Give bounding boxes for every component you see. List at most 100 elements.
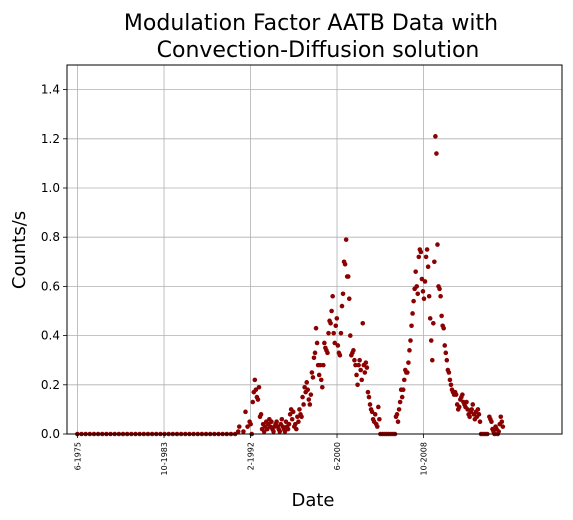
data-point [453,392,459,397]
data-point [407,348,412,353]
data-point [437,286,442,292]
data-point [448,382,454,388]
x-tick-label: 6-2000 [333,442,342,470]
data-point [432,259,437,265]
data-point [413,269,418,274]
y-tick-label: 1.0 [41,181,60,195]
data-point [236,424,242,429]
data-point [418,249,424,255]
data-point [415,291,421,297]
data-point [360,321,366,326]
data-point [424,247,430,252]
data-point [426,293,432,299]
data-point [409,323,414,329]
data-point [443,350,449,356]
data-point [331,330,336,336]
data-point [476,412,482,417]
data-point [364,365,370,370]
data-point [456,404,462,410]
y-tick-label: 0.2 [41,378,60,392]
data-point [287,412,293,417]
data-point [248,421,253,427]
data-point [342,261,348,267]
data-point [354,372,359,378]
y-tick-label: 1.4 [41,83,60,97]
data-point [328,321,333,326]
y-tick-label: 0.6 [41,279,60,293]
data-point [306,397,312,402]
data-point [366,394,372,400]
data-point [397,399,403,405]
data-point [376,404,381,410]
data-point [310,375,316,380]
data-point [465,407,470,412]
y-tick-label: 0.0 [41,427,60,441]
data-point [428,338,434,343]
x-tick-label: 6-1975 [74,442,83,470]
data-points [75,134,506,437]
data-point [416,254,422,260]
data-point [255,397,261,402]
data-point [470,402,476,407]
data-point [245,424,250,429]
data-point [296,419,301,425]
data-point [358,367,363,373]
x-tick-label: 10-2008 [419,442,428,475]
data-point [365,389,371,395]
data-point [316,372,322,378]
data-point [297,407,302,412]
data-point [460,392,465,397]
data-point [301,402,306,407]
data-point [312,350,318,356]
y-axis-ticks: 0.0 0.2 0.4 0.6 0.8 1.0 1.2 1.4 [41,83,67,441]
data-point [434,151,439,156]
data-point [401,377,407,383]
data-point [419,276,425,282]
data-point [355,382,360,388]
data-point [318,377,324,383]
data-point [339,303,345,309]
y-tick-label: 0.4 [41,329,60,343]
data-point [414,284,420,289]
data-point [477,419,483,425]
data-point [302,384,307,390]
data-point [410,311,415,316]
data-point [489,419,494,425]
data-point [439,313,444,319]
data-point [363,360,369,365]
data-point [235,429,241,434]
data-point [258,412,264,417]
data-point [321,362,326,368]
data-point [429,357,435,363]
data-point [357,357,362,363]
chart-title-line-1: Modulation Factor AATB Data with [124,11,498,36]
data-point [396,407,402,412]
data-point [408,338,413,343]
data-point [467,414,472,420]
data-point [406,360,411,365]
data-point [400,387,406,393]
data-point [313,325,319,331]
data-point [299,414,304,420]
data-point [253,387,259,393]
data-point [500,424,506,429]
data-point [243,409,248,415]
data-point [282,429,288,434]
data-point [308,392,314,397]
data-point [369,409,375,415]
data-point [314,340,320,346]
plot-area-frame [66,64,563,435]
data-point [338,330,344,336]
data-point [269,419,274,425]
data-point [307,402,313,407]
data-point [332,340,338,346]
y-axis-label: Counts/s [9,211,30,289]
data-point [377,416,382,422]
chart-title-line-2: Convection-Diffusion solution [157,38,480,63]
data-point [469,407,475,412]
data-point [256,384,262,390]
data-point [305,387,311,393]
grid-lines [67,65,562,435]
data-point [421,296,427,302]
